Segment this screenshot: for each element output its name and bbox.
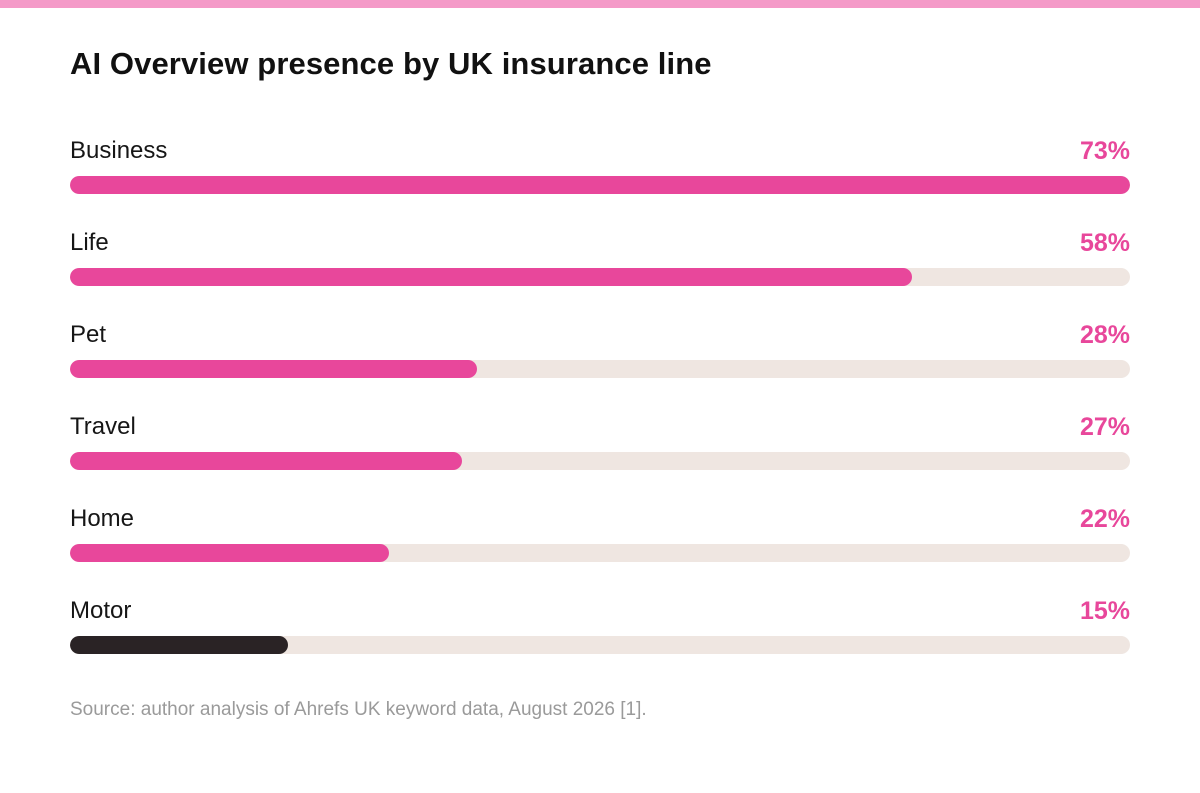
bar (70, 176, 1130, 194)
bar-track (70, 176, 1130, 194)
bar (70, 268, 912, 286)
bar-value-label: 15% (1079, 597, 1130, 625)
bar-row-pet: Pet 28% (70, 319, 1130, 411)
bar-value-label: 27% (1079, 413, 1130, 441)
bar-row-motor: Motor 15% (70, 595, 1130, 687)
bar-label: Travel (70, 413, 136, 440)
bar-label: Motor (70, 597, 132, 624)
top-accent-stripe (0, 0, 1200, 8)
bar-label: Pet (70, 321, 107, 348)
bar-chart: Business 73% Life 58% Pet 28% Travel 27% Home 22%… (70, 135, 1130, 687)
bar (70, 636, 288, 654)
bar (70, 544, 389, 562)
bar-row-business: Business 73% (70, 135, 1130, 227)
bar-value-label: 73% (1079, 137, 1130, 165)
bar-track (70, 452, 1130, 470)
bar-value-label: 28% (1079, 321, 1130, 349)
chart-title: AI Overview presence by UK insurance lin… (70, 46, 712, 81)
bar-track (70, 268, 1130, 286)
bar-label: Business (70, 137, 168, 164)
bar-track (70, 636, 1130, 654)
bar-label: Home (70, 505, 135, 532)
bar-label: Life (70, 229, 109, 256)
bar (70, 452, 462, 470)
source-note: Source: author analysis of Ahrefs UK key… (70, 699, 647, 720)
bar (70, 360, 477, 378)
bar-row-home: Home 22% (70, 503, 1130, 595)
bar-row-travel: Travel 27% (70, 411, 1130, 503)
bar-row-life: Life 58% (70, 227, 1130, 319)
bar-value-label: 22% (1079, 505, 1130, 533)
bar-value-label: 58% (1079, 229, 1130, 257)
bar-track (70, 544, 1130, 562)
bar-track (70, 360, 1130, 378)
